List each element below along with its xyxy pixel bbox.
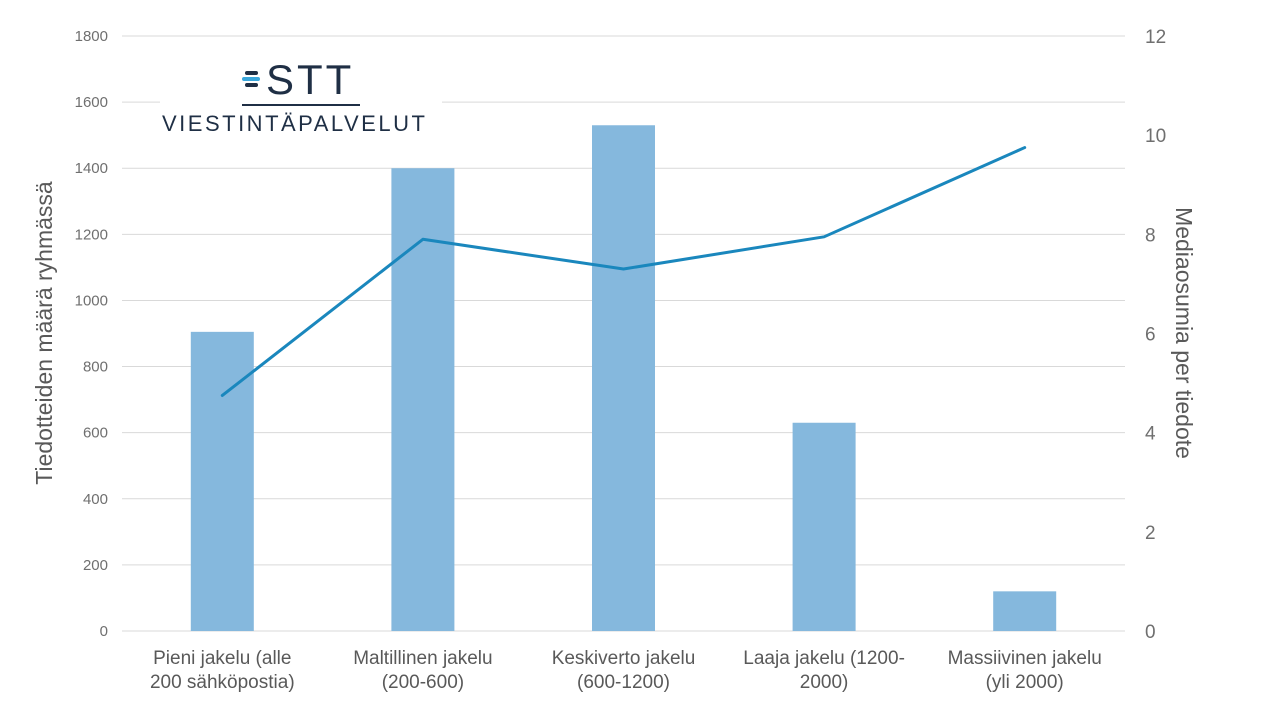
right-axis-title: Mediaosumia per tiedote — [1171, 207, 1197, 459]
left-tick-label: 1600 — [75, 94, 108, 111]
left-tick-label: 1200 — [75, 226, 108, 243]
right-tick-label: 0 — [1145, 622, 1156, 643]
left-tick-label: 200 — [83, 557, 108, 574]
logo-wordmark: STT — [266, 56, 355, 103]
category-label: Pieni jakelu (alle 200 sähköpostia) — [150, 648, 295, 693]
left-tick-label: 1800 — [75, 28, 108, 45]
right-tick-label: 8 — [1145, 225, 1156, 246]
right-tick-label: 12 — [1145, 27, 1166, 48]
bar — [592, 125, 655, 631]
category-label: Massiivinen jakelu (yli 2000) — [948, 648, 1102, 693]
bar — [190, 331, 254, 631]
left-axis-title: Tiedotteiden määrä ryhmässä — [31, 181, 57, 485]
category-label-line: Pieni jakelu (alle — [153, 648, 291, 669]
bar-series — [190, 125, 1057, 631]
right-tick-label: 10 — [1145, 126, 1166, 147]
bar — [391, 168, 455, 631]
category-label: Laaja jakelu (1200- 2000) — [743, 648, 905, 693]
category-label: Maltillinen jakelu (200-600) — [353, 648, 492, 693]
left-axis-ticks: 0 200 400 600 800 1000 1200 1400 1600 1800 — [75, 28, 108, 640]
stt-logo: STT VIESTINTÄPALVELUT — [160, 56, 442, 140]
category-label-line: Massiivinen jakelu — [948, 648, 1102, 669]
category-label-line: (yli 2000) — [986, 672, 1064, 693]
left-tick-label: 800 — [83, 359, 108, 376]
left-tick-label: 1000 — [75, 292, 108, 309]
left-tick-label: 1400 — [75, 160, 108, 177]
right-tick-label: 2 — [1145, 523, 1156, 544]
stt-logo-mark-icon — [242, 71, 260, 87]
category-label-line: (600-1200) — [577, 672, 670, 693]
left-tick-label: 0 — [100, 623, 108, 640]
logo-tagline: VIESTINTÄPALVELUT — [162, 111, 428, 136]
right-axis-ticks: 0 2 4 6 8 10 12 — [1145, 27, 1166, 643]
category-label-line: Keskiverto jakelu — [552, 648, 696, 669]
right-tick-label: 4 — [1145, 424, 1156, 445]
bar — [993, 591, 1057, 631]
right-tick-label: 6 — [1145, 325, 1156, 346]
category-label-line: 2000) — [800, 672, 849, 693]
category-label-line: 200 sähköpostia) — [150, 672, 295, 693]
category-label: Keskiverto jakelu (600-1200) — [552, 648, 696, 693]
category-label-line: Maltillinen jakelu — [353, 648, 492, 669]
category-label-line: Laaja jakelu (1200- — [743, 648, 905, 669]
left-tick-label: 600 — [83, 425, 108, 442]
left-tick-label: 400 — [83, 491, 108, 508]
line-series — [220, 146, 1027, 397]
category-labels: Pieni jakelu (alle 200 sähköpostia) Maltil… — [150, 648, 1102, 693]
logo-divider — [242, 104, 360, 106]
bar — [792, 422, 856, 631]
category-label-line: (200-600) — [382, 672, 464, 693]
